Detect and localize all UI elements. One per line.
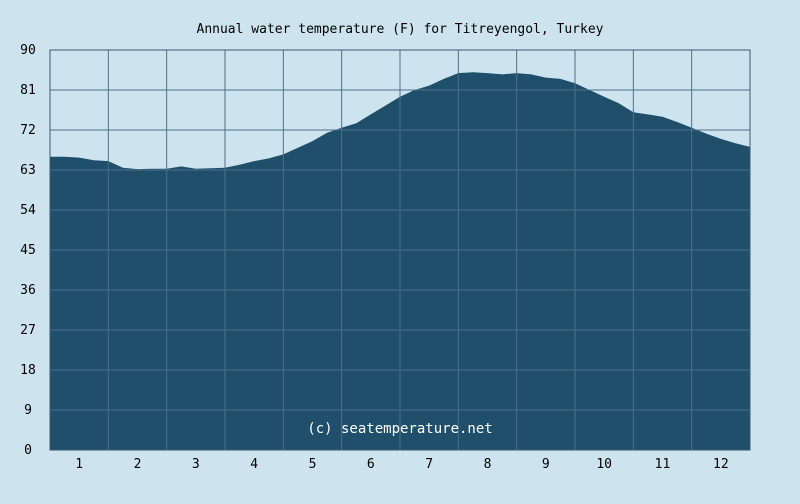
x-tick-label: 9 [542, 457, 550, 472]
y-tick-label: 18 [20, 363, 36, 378]
x-tick-label: 11 [655, 457, 671, 472]
y-tick-label: 9 [24, 403, 32, 418]
y-tick-label: 90 [20, 43, 36, 58]
y-tick-label: 36 [20, 283, 36, 298]
x-tick-label: 3 [192, 457, 200, 472]
chart-title: Annual water temperature (F) for Titreye… [197, 22, 604, 37]
x-tick-label: 1 [75, 457, 83, 472]
y-tick-label: 0 [24, 443, 32, 458]
y-tick-label: 81 [20, 83, 36, 98]
y-tick-label: 63 [20, 163, 36, 178]
x-tick-label: 4 [250, 457, 258, 472]
plot-border [49, 49, 751, 451]
y-tick-label: 72 [20, 123, 36, 138]
watermark: (c) seatemperature.net [307, 421, 492, 437]
x-tick-label: 6 [367, 457, 375, 472]
x-tick-label: 10 [596, 457, 612, 472]
y-tick-label: 45 [20, 243, 36, 258]
x-tick-label: 12 [713, 457, 729, 472]
x-tick-label: 7 [425, 457, 433, 472]
y-tick-label: 54 [20, 203, 36, 218]
x-tick-label: 5 [309, 457, 317, 472]
y-tick-label: 27 [20, 323, 36, 338]
x-tick-label: 8 [484, 457, 492, 472]
x-tick-label: 2 [134, 457, 142, 472]
